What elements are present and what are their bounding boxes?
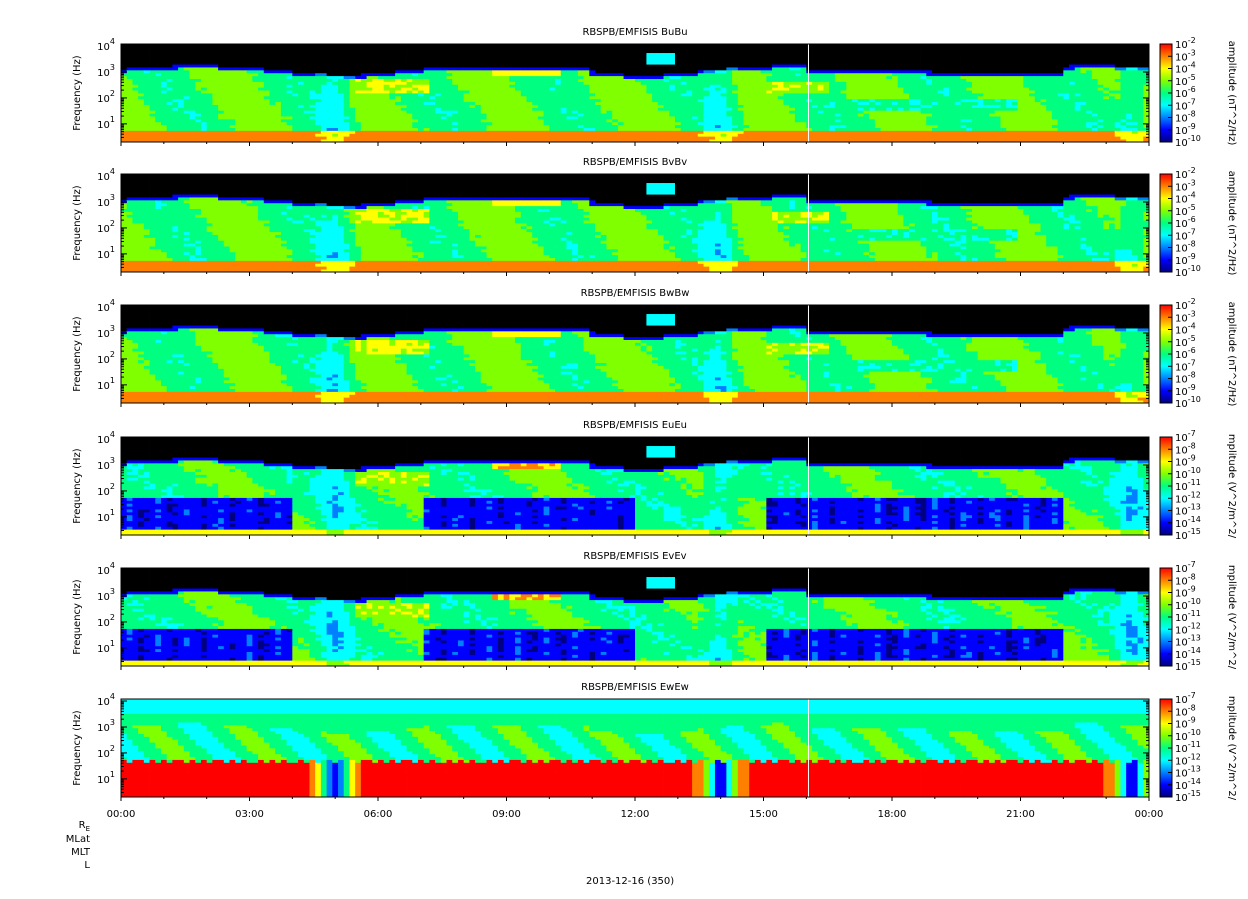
panel-3: RBSPB/EMFISIS BwBw 104 103 102 101 Frequency … bbox=[72, 288, 1237, 410]
y-tick-label: 104 bbox=[97, 430, 115, 446]
colorbar: 10-710-810-910-1010-1110-1210-1310-1410-… bbox=[1160, 429, 1237, 542]
panel-4: RBSPB/EMFISIS EuEu 104 103 102 101 Frequency … bbox=[72, 420, 1237, 542]
y-tick-label: 104 bbox=[97, 37, 115, 53]
y-tick-label: 102 bbox=[97, 89, 115, 105]
x-tick-label: 09:00 bbox=[492, 809, 521, 820]
y-tick-label: 102 bbox=[97, 219, 115, 235]
x-tick-label: 12:00 bbox=[621, 809, 650, 820]
date-label: 2013-12-16 (350) bbox=[586, 876, 674, 887]
spectrogram-image bbox=[121, 174, 1149, 272]
panel-title: RBSPB/EMFISIS BvBv bbox=[583, 157, 687, 168]
spectrogram-image bbox=[121, 305, 1149, 403]
y-tick-label: 101 bbox=[97, 508, 115, 524]
ephemeris-label-mlat: MLat bbox=[10, 834, 90, 845]
colorbar-label: amplitude (nT^2/Hz) bbox=[1226, 302, 1237, 407]
colorbar: 10-210-310-410-510-610-710-810-910-10 amp… bbox=[1160, 297, 1237, 410]
x-tick-label: 00:00 bbox=[107, 809, 136, 820]
colorbar-label: mplitude (V^2/m^2/ bbox=[1226, 565, 1237, 670]
panel-2: RBSPB/EMFISIS BvBv 104 103 102 101 Frequency … bbox=[72, 157, 1237, 279]
y-tick-label: 102 bbox=[97, 744, 115, 760]
panel-title: RBSPB/EMFISIS EwEw bbox=[581, 682, 689, 693]
y-axis-label: Frequency (Hz) bbox=[72, 55, 83, 131]
panel-title: RBSPB/EMFISIS EvEv bbox=[583, 551, 686, 562]
y-tick-label: 101 bbox=[97, 770, 115, 786]
y-tick-label: 102 bbox=[97, 613, 115, 629]
panel-title: RBSPB/EMFISIS BuBu bbox=[582, 27, 687, 38]
y-axis-label: Frequency (Hz) bbox=[72, 316, 83, 392]
time-axis: 00:00 03:00 06:00 09:00 12:00 15:00 18:00 21:00… bbox=[107, 809, 1164, 820]
panel-title: RBSPB/EMFISIS EuEu bbox=[583, 420, 687, 431]
ephemeris-label-l: L bbox=[10, 860, 90, 871]
panel-title: RBSPB/EMFISIS BwBw bbox=[581, 288, 690, 299]
y-axis-label: Frequency (Hz) bbox=[72, 185, 83, 261]
colorbar: 10-710-810-910-1010-1110-1210-1310-1410-… bbox=[1160, 691, 1237, 804]
y-tick-label: 104 bbox=[97, 692, 115, 708]
y-tick-label: 103 bbox=[97, 324, 115, 340]
spectrogram-image bbox=[121, 568, 1149, 666]
colorbar: 10-210-310-410-510-610-710-810-910-10 amp… bbox=[1160, 36, 1237, 149]
y-tick-label: 103 bbox=[97, 63, 115, 79]
spectrogram-image bbox=[121, 437, 1149, 535]
x-tick-label: 18:00 bbox=[878, 809, 907, 820]
panel-5: RBSPB/EMFISIS EvEv 104 103 102 101 Frequency … bbox=[72, 551, 1237, 673]
colorbar-label: mplitude (V^2/m^2/ bbox=[1226, 696, 1237, 801]
y-tick-label: 103 bbox=[97, 718, 115, 734]
panel-1: RBSPB/EMFISIS BuBu 104 103 102 101 Frequency … bbox=[72, 27, 1237, 149]
x-tick-label: 06:00 bbox=[364, 809, 393, 820]
x-tick-label: 00:00 bbox=[1135, 809, 1164, 820]
x-tick-label: 15:00 bbox=[749, 809, 778, 820]
y-tick-label: 101 bbox=[97, 376, 115, 392]
colorbar-label: amplitude (nT^2/Hz) bbox=[1226, 41, 1237, 146]
y-axis-label: Frequency (Hz) bbox=[72, 579, 83, 655]
y-tick-label: 101 bbox=[97, 639, 115, 655]
spectrogram-panels: RBSPB/EMFISIS BuBu 104 103 102 101 Frequency … bbox=[72, 27, 1237, 804]
x-tick-label: 21:00 bbox=[1006, 809, 1035, 820]
spectrogram-image bbox=[121, 699, 1149, 797]
spectrogram-image bbox=[121, 44, 1149, 142]
ephemeris-label-re: RE bbox=[10, 820, 90, 833]
y-axis-label: Frequency (Hz) bbox=[72, 448, 83, 524]
colorbar: 10-210-310-410-510-610-710-810-910-10 amp… bbox=[1160, 166, 1237, 279]
y-tick-label: 104 bbox=[97, 561, 115, 577]
y-tick-label: 103 bbox=[97, 456, 115, 472]
y-axis-label: Frequency (Hz) bbox=[72, 710, 83, 786]
y-tick-label: 101 bbox=[97, 245, 115, 261]
y-tick-label: 104 bbox=[97, 298, 115, 314]
y-tick-label: 102 bbox=[97, 350, 115, 366]
colorbar-label: amplitude (nT^2/Hz) bbox=[1226, 171, 1237, 276]
colorbar: 10-710-810-910-1010-1110-1210-1310-1410-… bbox=[1160, 560, 1237, 673]
colorbar-label: mplitude (V^2/m^2/ bbox=[1226, 434, 1237, 539]
panel-6: RBSPB/EMFISIS EwEw 104 103 102 101 Frequency … bbox=[72, 682, 1237, 804]
y-tick-label: 101 bbox=[97, 115, 115, 131]
y-tick-label: 103 bbox=[97, 587, 115, 603]
x-tick-label: 03:00 bbox=[235, 809, 264, 820]
y-tick-label: 104 bbox=[97, 167, 115, 183]
y-tick-label: 102 bbox=[97, 482, 115, 498]
ephemeris-label-mlt: MLT bbox=[10, 847, 90, 858]
y-tick-label: 103 bbox=[97, 193, 115, 209]
